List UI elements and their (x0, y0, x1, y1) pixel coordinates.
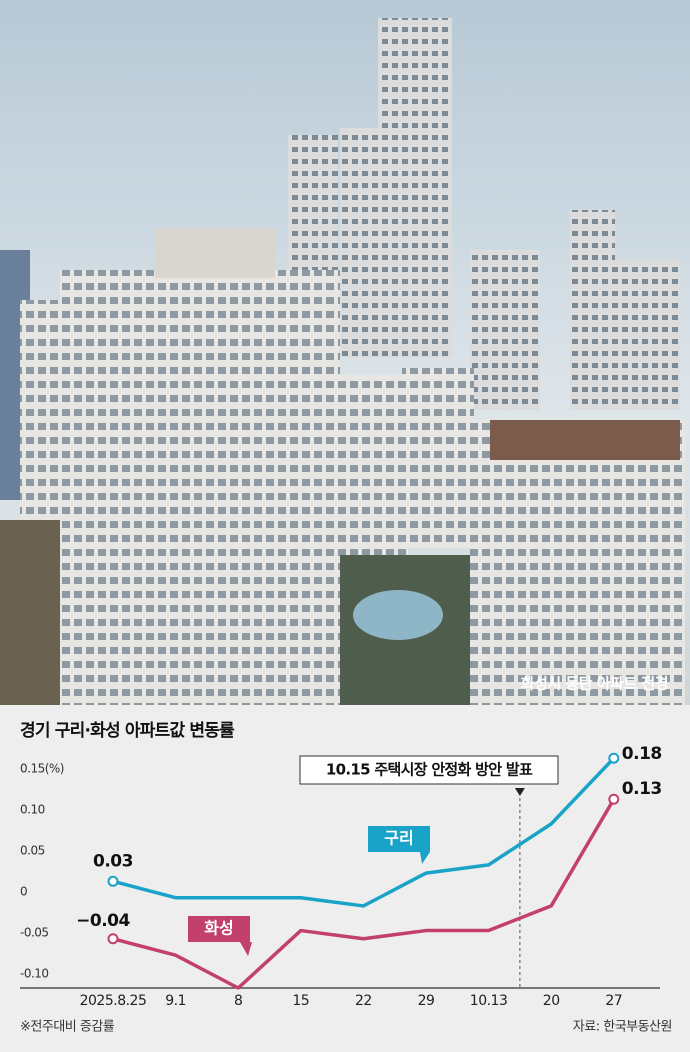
chart-title: 경기 구리·화성 아파트값 변동률 (20, 721, 235, 741)
photo: 화성시 동탄 아파트 전경 (0, 0, 690, 705)
annotation-pointer (514, 788, 525, 796)
end-point (608, 793, 620, 805)
value-label: −0.04 (76, 911, 130, 931)
plot: 0.15(%) 0.10 0.05 0 -0.05 -0.10 2025.8.25 9.1 8 1… (20, 744, 662, 1009)
source: 자료: 한국부동산원 (573, 1020, 672, 1035)
end-point (107, 875, 119, 887)
x-tick-label: 22 (355, 993, 372, 1009)
series-callout (368, 826, 430, 852)
x-tick-label: 10.13 (470, 993, 508, 1009)
y-tick-label: 0.15(%) (20, 761, 64, 775)
series-callout (188, 916, 250, 942)
x-tick-label: 2025.8.25 (80, 993, 147, 1009)
y-tick-label: 0.05 (20, 843, 45, 857)
end-point (107, 933, 119, 945)
y-tick-label: -0.10 (20, 967, 49, 981)
value-label: 0.03 (93, 851, 133, 871)
x-tick-label: 8 (234, 993, 242, 1009)
legend-label: 구리 (384, 829, 413, 848)
series-line (112, 798, 616, 990)
y-tick-label: 0 (20, 884, 27, 898)
x-tick-label: 27 (605, 993, 622, 1009)
x-tick-label: 20 (543, 993, 560, 1009)
x-tick-label: 29 (418, 993, 435, 1009)
x-tick-label: 9.1 (165, 993, 186, 1009)
y-tick-label: 0.10 (20, 802, 45, 816)
callout-pointer (240, 942, 252, 956)
footnote: ※전주대비 증감률 (20, 1020, 115, 1035)
callout-pointer (420, 852, 430, 864)
photo-caption: 화성시 동탄 아파트 전경 (521, 675, 668, 693)
annotation-box (299, 755, 559, 785)
value-label: 0.13 (622, 779, 662, 799)
value-label: 0.18 (622, 744, 662, 764)
legend-label: 화성 (204, 919, 233, 938)
x-tick-label: 15 (292, 993, 309, 1009)
series-line (112, 756, 616, 908)
end-point (608, 752, 620, 764)
annotation: 10.15 주택시장 안정화 방안 발표 (326, 761, 533, 779)
y-tick-label: -0.05 (20, 925, 49, 939)
